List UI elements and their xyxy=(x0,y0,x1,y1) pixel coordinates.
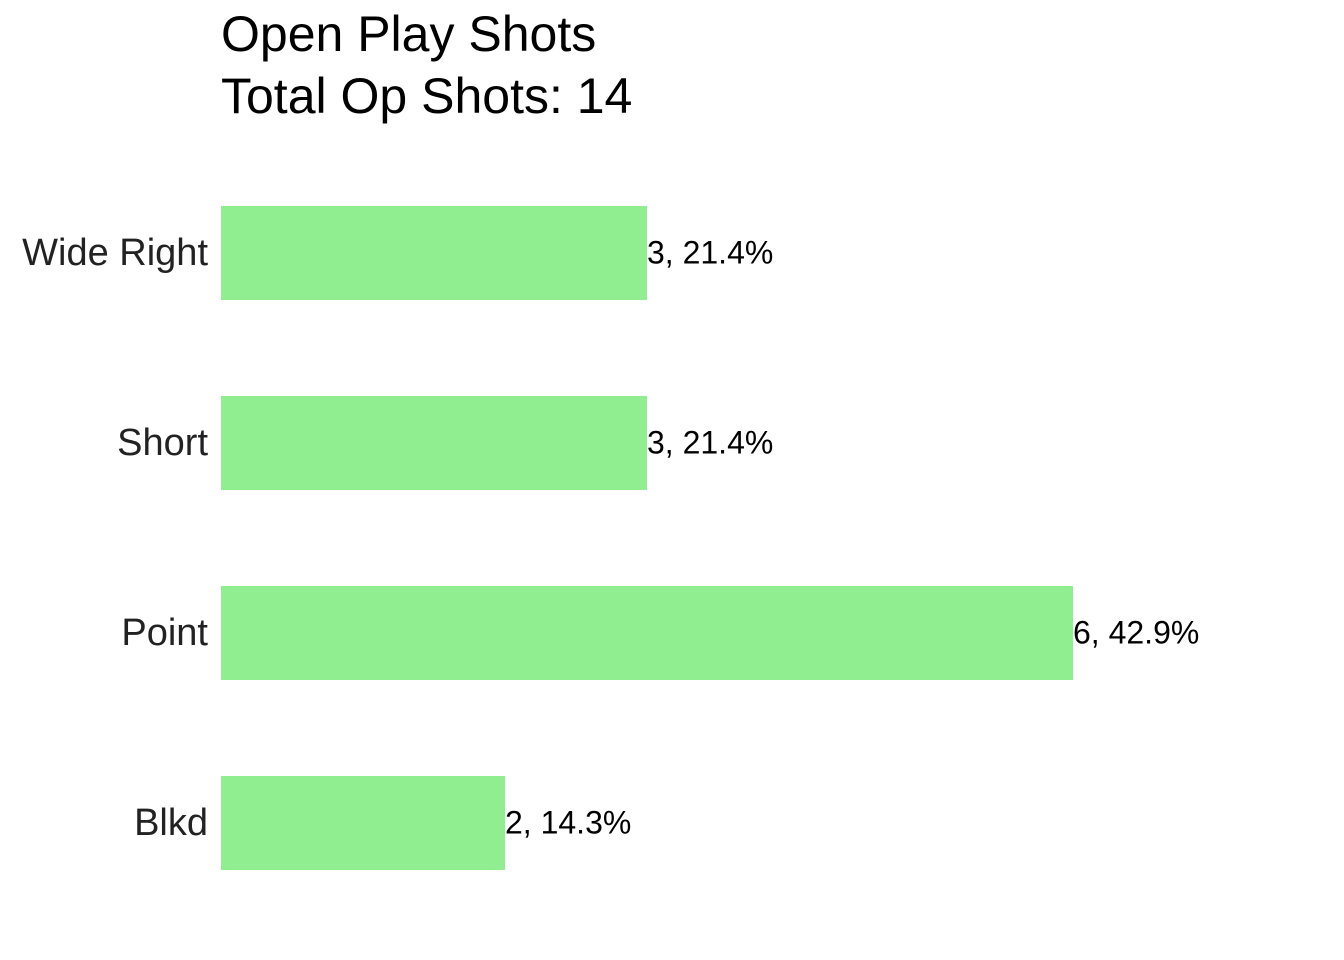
value-label: 3, 21.4% xyxy=(647,234,773,270)
y-tick-label: Short xyxy=(117,422,208,464)
value-label: 2, 14.3% xyxy=(505,804,631,840)
bar xyxy=(221,586,1073,680)
chart-subtitle: Total Op Shots: 14 xyxy=(221,68,632,124)
value-label: 6, 42.9% xyxy=(1073,614,1199,650)
value-label: 3, 21.4% xyxy=(647,424,773,460)
bar xyxy=(221,206,647,300)
bar xyxy=(221,776,505,870)
chart-title: Open Play Shots xyxy=(221,6,596,62)
y-tick-label: Blkd xyxy=(134,802,208,844)
y-tick-label: Wide Right xyxy=(22,232,208,274)
bar xyxy=(221,396,647,490)
y-tick-label: Point xyxy=(121,612,208,654)
